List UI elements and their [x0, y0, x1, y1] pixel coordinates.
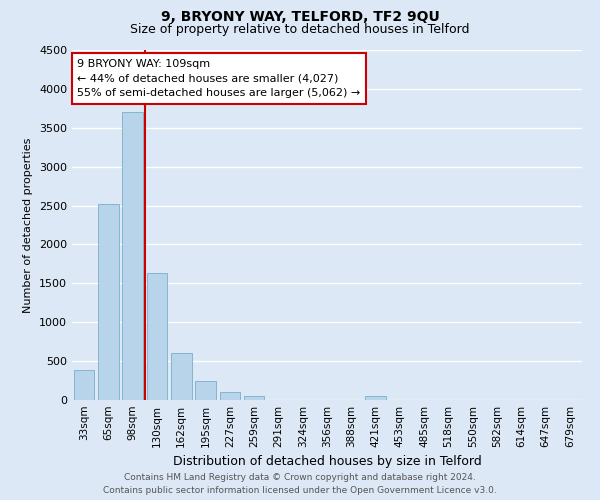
Text: 9 BRYONY WAY: 109sqm
← 44% of detached houses are smaller (4,027)
55% of semi-de: 9 BRYONY WAY: 109sqm ← 44% of detached h…	[77, 58, 361, 98]
Bar	[244, 396, 265, 400]
Bar	[146, 273, 167, 400]
Bar	[171, 354, 191, 400]
Text: 9, BRYONY WAY, TELFORD, TF2 9QU: 9, BRYONY WAY, TELFORD, TF2 9QU	[161, 10, 439, 24]
Bar	[365, 396, 386, 400]
Bar	[74, 370, 94, 400]
Text: Contains HM Land Registry data © Crown copyright and database right 2024.
Contai: Contains HM Land Registry data © Crown c…	[103, 473, 497, 495]
Y-axis label: Number of detached properties: Number of detached properties	[23, 138, 34, 312]
Bar	[220, 392, 240, 400]
Bar	[195, 382, 216, 400]
Text: Size of property relative to detached houses in Telford: Size of property relative to detached ho…	[130, 22, 470, 36]
Bar	[98, 204, 119, 400]
X-axis label: Distribution of detached houses by size in Telford: Distribution of detached houses by size …	[173, 456, 481, 468]
Bar	[122, 112, 143, 400]
